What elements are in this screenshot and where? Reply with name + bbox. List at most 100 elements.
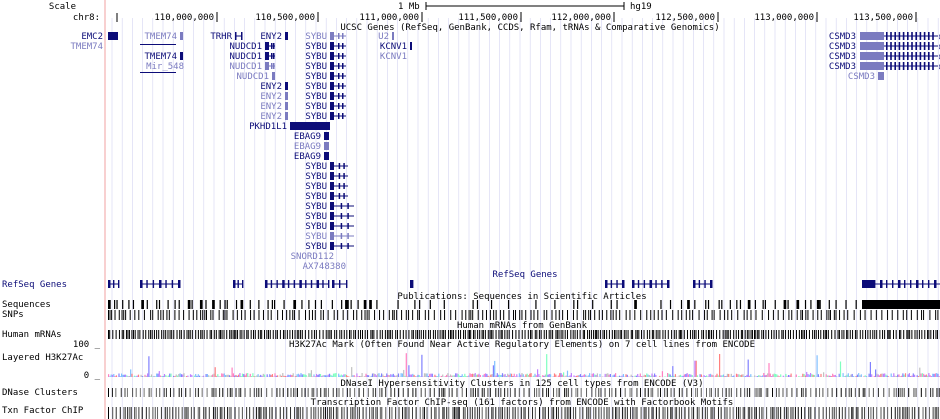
gene-exon[interactable] bbox=[898, 62, 901, 70]
gene-exon[interactable] bbox=[271, 43, 273, 49]
dnase-mark[interactable] bbox=[229, 388, 231, 397]
mrna-mark[interactable] bbox=[492, 330, 494, 339]
dnase-mark[interactable] bbox=[864, 388, 866, 397]
snp-mark[interactable] bbox=[530, 310, 532, 320]
dnase-mark[interactable] bbox=[586, 388, 588, 397]
gene-exon[interactable] bbox=[919, 32, 922, 40]
mrna-mark[interactable] bbox=[924, 330, 926, 339]
mrna-mark[interactable] bbox=[729, 330, 731, 339]
mrna-mark[interactable] bbox=[574, 330, 576, 339]
gene-exon[interactable] bbox=[338, 73, 340, 79]
sequence-mark[interactable] bbox=[369, 300, 372, 309]
snp-mark[interactable] bbox=[921, 310, 923, 320]
dnase-mark[interactable] bbox=[686, 388, 688, 397]
sequence-mark[interactable] bbox=[347, 300, 349, 309]
txn-mark[interactable] bbox=[241, 407, 243, 419]
dnase-mark[interactable] bbox=[474, 388, 476, 397]
snp-mark[interactable] bbox=[444, 310, 446, 320]
mrna-mark[interactable] bbox=[570, 330, 572, 339]
mrna-mark[interactable] bbox=[109, 330, 111, 339]
dnase-mark[interactable] bbox=[173, 388, 175, 397]
mrna-mark[interactable] bbox=[373, 330, 375, 339]
gene-label[interactable]: SYBU bbox=[305, 162, 327, 172]
mrna-mark[interactable] bbox=[603, 330, 605, 339]
txn-mark[interactable] bbox=[579, 407, 581, 419]
txn-mark[interactable] bbox=[257, 407, 259, 419]
dnase-mark[interactable] bbox=[313, 388, 315, 397]
gene-label[interactable]: SYBU bbox=[305, 222, 327, 232]
mrna-mark[interactable] bbox=[545, 330, 547, 339]
mrna-mark[interactable] bbox=[909, 330, 911, 339]
txn-mark[interactable] bbox=[696, 407, 698, 419]
txn-mark[interactable] bbox=[814, 407, 816, 419]
snp-mark[interactable] bbox=[450, 310, 452, 320]
sequence-mark[interactable] bbox=[199, 300, 203, 309]
mrna-mark[interactable] bbox=[621, 330, 623, 339]
dnase-mark[interactable] bbox=[372, 388, 374, 397]
txn-mark[interactable] bbox=[208, 407, 210, 419]
snp-mark[interactable] bbox=[143, 310, 145, 320]
txn-mark[interactable] bbox=[551, 407, 553, 419]
mrna-mark[interactable] bbox=[357, 330, 359, 339]
sequence-mark[interactable] bbox=[283, 300, 285, 309]
txn-mark[interactable] bbox=[320, 407, 322, 419]
txn-mark[interactable] bbox=[216, 407, 218, 419]
snp-mark[interactable] bbox=[192, 310, 194, 320]
mrna-mark[interactable] bbox=[722, 330, 724, 339]
txn-mark[interactable] bbox=[681, 407, 683, 419]
dnase-mark[interactable] bbox=[756, 388, 758, 397]
gene-label[interactable]: TMEM74 bbox=[70, 42, 103, 52]
gene-feature[interactable] bbox=[272, 72, 275, 80]
mrna-mark[interactable] bbox=[246, 330, 248, 339]
mrna-mark[interactable] bbox=[679, 330, 681, 339]
txn-mark[interactable] bbox=[508, 407, 510, 419]
txn-mark[interactable] bbox=[434, 407, 436, 419]
mrna-mark[interactable] bbox=[689, 330, 691, 339]
mrna-mark[interactable] bbox=[750, 330, 752, 339]
gene-exon[interactable] bbox=[928, 52, 930, 60]
snp-mark[interactable] bbox=[870, 310, 872, 320]
mrna-mark[interactable] bbox=[874, 330, 876, 339]
dnase-mark[interactable] bbox=[538, 388, 540, 397]
dnase-mark[interactable] bbox=[558, 388, 560, 397]
mrna-mark[interactable] bbox=[266, 330, 268, 339]
mrna-mark[interactable] bbox=[536, 330, 538, 339]
sequence-mark[interactable] bbox=[862, 300, 940, 309]
gene-exon[interactable] bbox=[907, 62, 909, 70]
dnase-mark[interactable] bbox=[696, 388, 698, 397]
mrna-mark[interactable] bbox=[876, 330, 878, 339]
txn-mark[interactable] bbox=[512, 407, 514, 419]
txn-mark[interactable] bbox=[197, 407, 199, 419]
sequence-mark[interactable] bbox=[249, 300, 251, 309]
mrna-mark[interactable] bbox=[257, 330, 259, 339]
sequence-mark[interactable] bbox=[573, 300, 575, 309]
txn-mark[interactable] bbox=[612, 407, 614, 419]
snp-mark[interactable] bbox=[495, 310, 497, 320]
snp-mark[interactable] bbox=[551, 310, 553, 320]
mrna-mark[interactable] bbox=[746, 330, 748, 339]
txn-mark[interactable] bbox=[553, 407, 555, 419]
snp-mark[interactable] bbox=[244, 310, 246, 320]
snp-mark[interactable] bbox=[859, 310, 861, 320]
dnase-mark[interactable] bbox=[730, 388, 732, 397]
snp-mark[interactable] bbox=[929, 310, 931, 320]
gene-feature[interactable] bbox=[180, 52, 183, 60]
dnase-mark[interactable] bbox=[631, 388, 633, 397]
gene-exon[interactable] bbox=[907, 52, 909, 60]
mrna-mark[interactable] bbox=[490, 330, 492, 339]
mrna-mark[interactable] bbox=[376, 330, 378, 339]
dnase-mark[interactable] bbox=[227, 388, 229, 397]
gene-exon[interactable] bbox=[342, 33, 344, 39]
mrna-mark[interactable] bbox=[458, 330, 460, 339]
snp-mark[interactable] bbox=[650, 310, 652, 320]
mrna-mark[interactable] bbox=[879, 330, 881, 339]
mrna-mark[interactable] bbox=[698, 330, 700, 339]
txn-mark[interactable] bbox=[615, 407, 617, 419]
mrna-mark[interactable] bbox=[900, 330, 902, 339]
dnase-mark[interactable] bbox=[749, 388, 751, 397]
sequence-mark[interactable] bbox=[301, 300, 303, 309]
txn-mark[interactable] bbox=[676, 407, 678, 419]
dnase-mark[interactable] bbox=[433, 388, 435, 397]
snp-mark[interactable] bbox=[788, 310, 790, 320]
mrna-mark[interactable] bbox=[301, 330, 303, 339]
